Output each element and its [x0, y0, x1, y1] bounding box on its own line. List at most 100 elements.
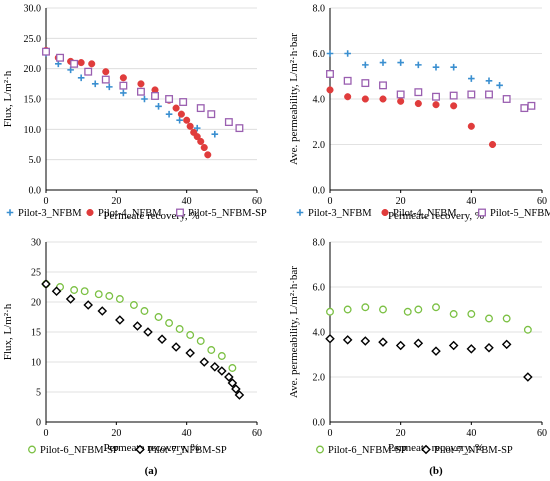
data-point	[97, 306, 108, 316]
data-point	[141, 95, 148, 103]
data-point	[326, 70, 334, 78]
y-tick-label: 4.0	[313, 328, 326, 339]
data-point	[119, 81, 128, 90]
data-point	[235, 124, 244, 133]
series-Pilot-5_NFBM-SP	[42, 47, 244, 133]
data-point	[165, 110, 173, 118]
data-point	[231, 384, 241, 394]
data-point	[183, 116, 191, 124]
data-point	[165, 319, 174, 327]
x-axis-title: Permeate recovery, %	[103, 442, 199, 454]
data-point	[204, 151, 212, 159]
data-point	[155, 102, 162, 110]
data-point	[468, 75, 475, 82]
x-tick-label: 40	[466, 196, 476, 207]
data-point	[196, 104, 205, 113]
x-axis-title: Permeate recovery, %	[103, 210, 199, 222]
data-point	[211, 130, 219, 138]
data-point	[56, 53, 65, 62]
data-point	[397, 59, 404, 66]
data-point	[217, 366, 227, 376]
data-point	[414, 305, 423, 314]
x-tick-label: 20	[111, 196, 121, 207]
y-tick-label: 10.0	[24, 125, 42, 136]
data-point	[431, 346, 441, 356]
data-point	[484, 342, 494, 353]
x-tick-label: 20	[396, 428, 406, 439]
x-tick-label: 0	[328, 196, 333, 207]
data-point	[523, 325, 532, 334]
legend-marker	[86, 208, 94, 217]
data-point	[501, 339, 512, 350]
data-point	[502, 95, 511, 103]
data-point	[224, 372, 234, 382]
data-point	[106, 83, 113, 91]
data-point	[432, 92, 440, 101]
data-point	[485, 90, 493, 99]
panel-label-b: (b)	[429, 465, 443, 477]
data-point	[228, 364, 237, 372]
data-point	[210, 362, 220, 372]
data-point	[361, 79, 370, 88]
x-tick-label: 40	[182, 428, 192, 439]
data-point	[185, 348, 195, 358]
data-point	[502, 314, 511, 323]
data-point	[140, 307, 149, 315]
data-point	[344, 93, 352, 101]
data-point	[432, 303, 440, 312]
legend-marker	[176, 208, 184, 217]
y-axis-title: Flux, L/m²·h	[2, 303, 14, 360]
data-point	[176, 116, 183, 124]
data-point	[520, 104, 529, 113]
data-point	[326, 86, 334, 94]
x-tick-label: 60	[537, 196, 547, 207]
data-point	[343, 305, 352, 314]
data-point	[485, 77, 493, 85]
legend-label: Pilot-4_NFBM	[98, 208, 162, 219]
x-tick-label: 20	[396, 196, 406, 207]
data-point	[403, 307, 412, 316]
legend-marker	[381, 208, 389, 217]
data-point	[102, 68, 110, 76]
legend-marker	[296, 209, 304, 216]
data-point	[77, 74, 85, 82]
y-axis-title: Ave. permeability, L/m²·h·bar	[288, 33, 300, 165]
data-point	[396, 90, 405, 99]
data-point	[342, 335, 353, 345]
data-point	[207, 346, 216, 354]
y-axis-title: Flux, L/m²·h	[2, 70, 14, 127]
legend-label: Pilot-7_NFBM-SP	[148, 445, 227, 456]
data-point	[83, 300, 93, 310]
data-point	[207, 110, 216, 119]
y-tick-label: 5	[36, 388, 41, 399]
legend-label: Pilot-5_NFBM-SP	[188, 208, 267, 219]
data-point	[101, 75, 110, 84]
data-point	[378, 337, 388, 347]
data-point	[467, 122, 475, 130]
y-tick-label: 30	[31, 238, 41, 249]
y-tick-label: 15	[31, 328, 41, 339]
data-point	[361, 303, 370, 312]
data-point	[224, 118, 233, 127]
data-point	[91, 80, 99, 88]
data-point	[432, 101, 440, 109]
data-point	[196, 337, 205, 345]
x-tick-label: 20	[111, 428, 121, 439]
data-point	[466, 344, 477, 354]
y-axis-title: Ave. permeability, L/m²·h·bar	[288, 266, 300, 398]
data-point	[485, 314, 493, 323]
chart-panel-3: 0 5 10 15 20 25 30 0 20 40 60 Permeate recovery, % F…	[2, 238, 262, 457]
legend-label: Pilot-6_NFBM-SP	[328, 445, 407, 456]
legend-label: Pilot-3_NFBM	[18, 208, 82, 219]
data-point	[80, 287, 89, 296]
data-point	[343, 76, 352, 85]
data-point	[361, 95, 369, 103]
data-point	[450, 102, 458, 110]
legend-label: Pilot-6_NFBM-SP	[40, 445, 119, 456]
y-tick-label: 20.0	[24, 64, 42, 75]
data-point	[450, 63, 457, 71]
legend-marker	[478, 208, 486, 217]
y-tick-label: 6.0	[313, 283, 326, 294]
data-point	[193, 124, 201, 132]
